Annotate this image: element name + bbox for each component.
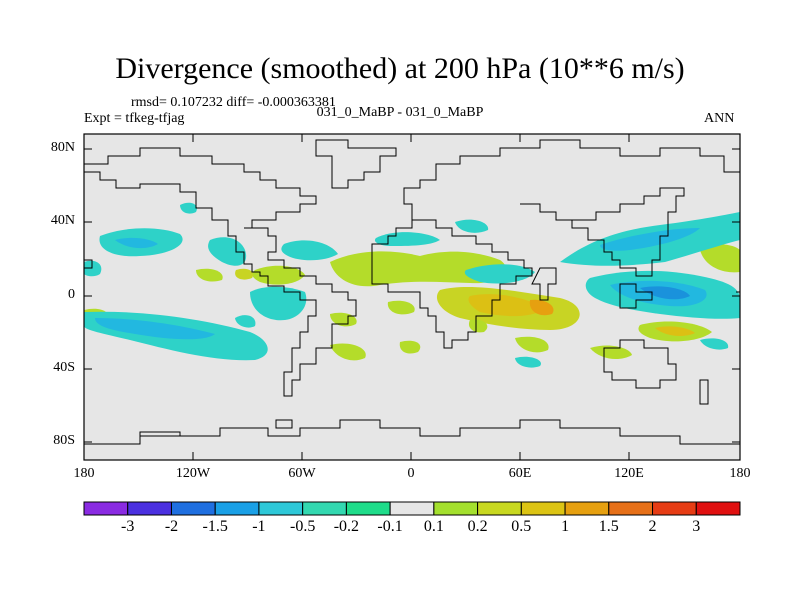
colorbar	[83, 501, 741, 516]
y-tick-label: 0	[68, 287, 75, 302]
rmsd-diff-stats: rmsd= 0.107232 diff= -0.000363381	[131, 95, 336, 110]
colorbar-label: 0.5	[511, 518, 532, 535]
colorbar-swatch	[520, 501, 566, 516]
axis-ticks	[84, 134, 740, 460]
colorbar-label: -3	[121, 518, 135, 535]
colorbar-label: -1	[252, 518, 266, 535]
colorbar-swatch	[83, 501, 129, 516]
y-tick-label: 80N	[50, 140, 75, 155]
x-tick-label: 0	[407, 466, 415, 481]
colorbar-label: 1.5	[598, 518, 619, 535]
colorbar-label: 0.1	[423, 518, 444, 535]
y-tick-label: 80S	[53, 433, 75, 448]
plot-title: Divergence (smoothed) at 200 hPa (10**6 …	[115, 52, 685, 85]
colorbar-swatch	[695, 501, 741, 516]
colorbar-label: -2	[164, 518, 179, 535]
x-tick-label: 60E	[508, 466, 532, 481]
x-tick-label: 60W	[288, 466, 316, 481]
map-frame	[83, 133, 741, 461]
expt-label: Expt = tfkeg-tfjag	[84, 111, 185, 126]
colorbar-swatch	[608, 501, 654, 516]
colorbar-label: 0.2	[467, 518, 488, 535]
colorbar-swatch	[302, 501, 347, 516]
colorbar-swatch	[214, 501, 260, 516]
colorbar-label: 3	[692, 518, 701, 535]
colorbar-swatch	[127, 501, 172, 516]
x-tick-label: 180	[73, 466, 95, 481]
colorbar-label: 1	[561, 518, 570, 535]
colorbar-swatch	[564, 501, 610, 516]
colorbar-swatch	[652, 501, 697, 516]
colorbar-label: -0.2	[333, 518, 360, 535]
colorbar-label: -0.5	[290, 518, 316, 535]
x-tick-label: 120W	[175, 466, 211, 481]
season-label: ANN	[704, 111, 735, 126]
experiment-pair-label: 031_0_MaBP - 031_0_MaBP	[316, 105, 484, 120]
colorbar-label: -1.5	[202, 518, 228, 535]
colorbar-swatch	[477, 501, 522, 516]
colorbar-swatch	[170, 501, 216, 516]
colorbar-swatch	[345, 501, 391, 516]
x-tick-label: 120E	[614, 466, 644, 481]
y-tick-label: 40N	[50, 213, 75, 228]
positive-divergence-regions	[84, 239, 740, 361]
x-tick-label: 180	[729, 466, 751, 481]
colorbar-swatch	[258, 501, 304, 516]
coastlines	[84, 139, 740, 445]
colorbar-swatch	[433, 501, 479, 516]
colorbar-label: -0.1	[377, 518, 403, 535]
y-tick-label: 40S	[53, 360, 75, 375]
colorbar-swatch	[389, 501, 435, 516]
colorbar-label: 2	[648, 518, 657, 535]
